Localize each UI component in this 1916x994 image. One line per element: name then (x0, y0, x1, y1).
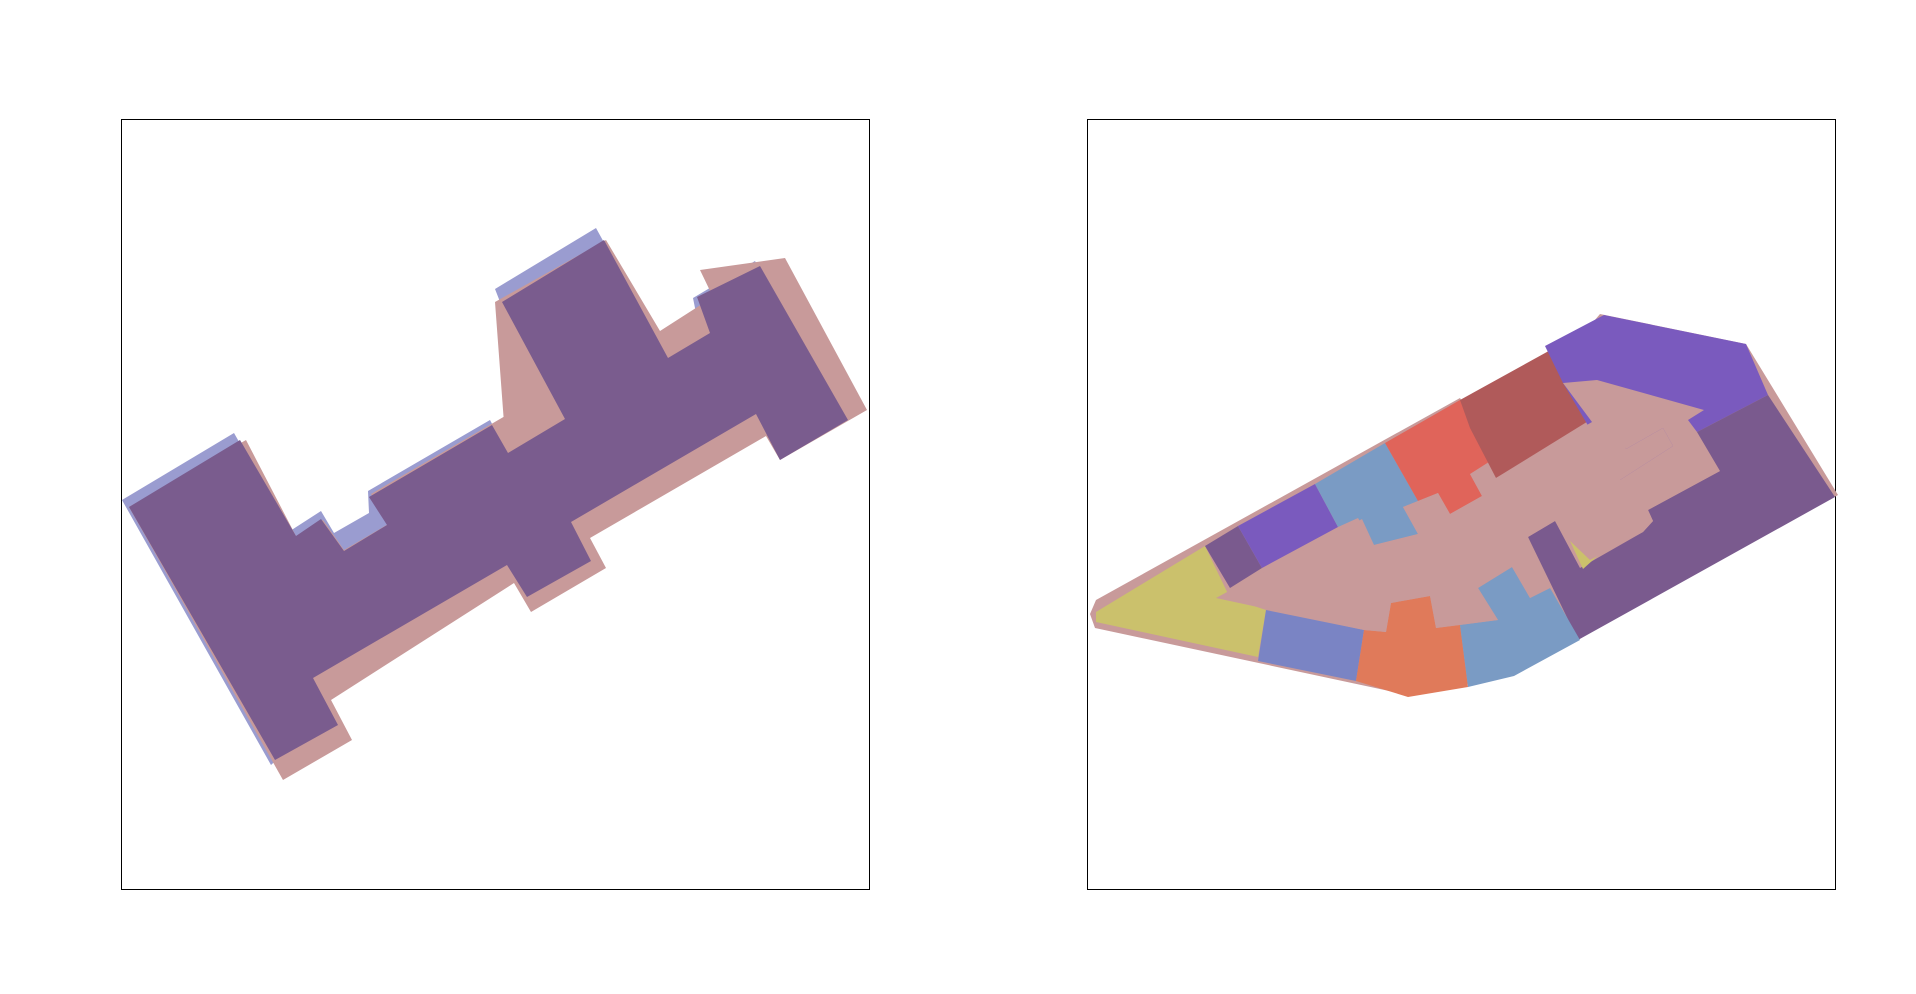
room-steel-blue-top (1315, 443, 1418, 545)
room-tomato (1385, 400, 1492, 514)
room-periwinkle (1258, 610, 1364, 681)
right-panel (1087, 119, 1838, 890)
overlap-footprint (129, 240, 848, 760)
room-dark-red (1460, 342, 1590, 478)
corridor (1216, 380, 1720, 632)
room-plum-right (1528, 395, 1835, 640)
room-yellow-left (1096, 546, 1266, 657)
room-steel-blue-bottom (1460, 567, 1580, 687)
left-panel (121, 119, 870, 890)
room-plum-small (1205, 526, 1262, 588)
room-violet-small (1238, 484, 1338, 568)
room-salmon (1356, 596, 1468, 697)
